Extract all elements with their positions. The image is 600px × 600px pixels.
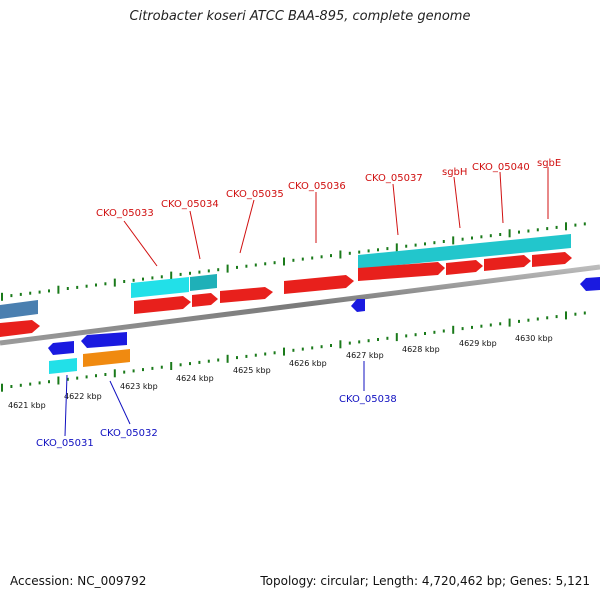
ruler-labels: 4621 kbp 4622 kbp 4623 kbp 4624 kbp 4625… bbox=[8, 334, 553, 410]
gene-arrow[interactable] bbox=[284, 275, 354, 294]
ruler-label: 4624 kbp bbox=[176, 374, 214, 383]
gene-label[interactable]: CKO_05035 bbox=[226, 189, 284, 200]
ruler-label: 4628 kbp bbox=[402, 345, 440, 354]
cyan-feature[interactable] bbox=[131, 277, 189, 298]
plus-strand-genes bbox=[0, 252, 572, 337]
teal-feature[interactable] bbox=[190, 274, 217, 291]
gene-label[interactable]: CKO_05031 bbox=[36, 438, 94, 449]
gene-label[interactable]: CKO_05032 bbox=[100, 428, 158, 439]
ruler-label: 4621 kbp bbox=[8, 401, 46, 410]
minus-strand-genes bbox=[48, 277, 600, 374]
leader-line bbox=[189, 210, 201, 260]
map-title: Citrobacter koseri ATCC BAA-895, complet… bbox=[129, 9, 471, 24]
leader-line bbox=[123, 220, 158, 267]
gene-arrow[interactable] bbox=[446, 260, 483, 275]
genome-summary-text: Topology: circular; Length: 4,720,462 bp… bbox=[260, 574, 590, 588]
gene-label[interactable]: sgbE bbox=[537, 158, 561, 169]
accession-text: Accession: NC_009792 bbox=[10, 574, 147, 588]
leader-line bbox=[453, 176, 461, 229]
gene-arrow-minus[interactable] bbox=[81, 332, 127, 348]
gene-arrow[interactable] bbox=[220, 287, 273, 303]
gene-arrow-minus[interactable] bbox=[351, 299, 365, 312]
outer-tick-track bbox=[1, 222, 586, 301]
teal-feature-long[interactable] bbox=[358, 234, 571, 269]
orange-feature[interactable] bbox=[83, 349, 130, 367]
gene-arrow[interactable] bbox=[532, 252, 572, 267]
gene-label[interactable]: sgbH bbox=[442, 167, 467, 178]
gene-label[interactable]: CKO_05034 bbox=[161, 199, 219, 210]
gene-arrow[interactable] bbox=[0, 320, 40, 337]
gene-arrow-minus[interactable] bbox=[48, 341, 74, 355]
gene-label[interactable]: CKO_05033 bbox=[96, 208, 154, 219]
gene-arrow[interactable] bbox=[192, 293, 218, 307]
leader-line bbox=[239, 199, 255, 254]
leader-line bbox=[499, 171, 504, 224]
ruler-label: 4623 kbp bbox=[120, 382, 158, 391]
gene-label[interactable]: CKO_05036 bbox=[288, 181, 346, 192]
leader-line bbox=[64, 374, 68, 437]
genome-backbone bbox=[0, 264, 600, 346]
gene-arrow[interactable] bbox=[134, 296, 191, 314]
minus-gene-labels: CKO_05031 CKO_05032 CKO_05038 bbox=[36, 361, 397, 449]
ruler-label: 4622 kbp bbox=[64, 392, 102, 401]
gene-label[interactable]: CKO_05038 bbox=[339, 394, 397, 405]
ruler-label: 4627 kbp bbox=[346, 351, 384, 360]
leader-line bbox=[109, 380, 131, 425]
gene-label[interactable]: CKO_05040 bbox=[472, 162, 530, 173]
steelblue-feature[interactable] bbox=[0, 300, 38, 319]
ruler-label: 4625 kbp bbox=[233, 366, 271, 375]
ruler-label: 4629 kbp bbox=[459, 339, 497, 348]
ruler-label: 4630 kbp bbox=[515, 334, 553, 343]
plus-gene-labels: CKO_05033 CKO_05034 CKO_05035 CKO_05036 … bbox=[96, 158, 561, 267]
gene-arrow-minus[interactable] bbox=[580, 277, 600, 291]
leader-line bbox=[392, 183, 399, 236]
gene-arrow[interactable] bbox=[358, 262, 445, 281]
cyan-feature-minus[interactable] bbox=[49, 358, 77, 374]
gene-label[interactable]: CKO_05037 bbox=[365, 173, 423, 184]
gene-arrow[interactable] bbox=[484, 255, 531, 271]
inner-tick-track bbox=[1, 311, 586, 392]
ruler-label: 4626 kbp bbox=[289, 359, 327, 368]
outer-features bbox=[0, 234, 571, 319]
